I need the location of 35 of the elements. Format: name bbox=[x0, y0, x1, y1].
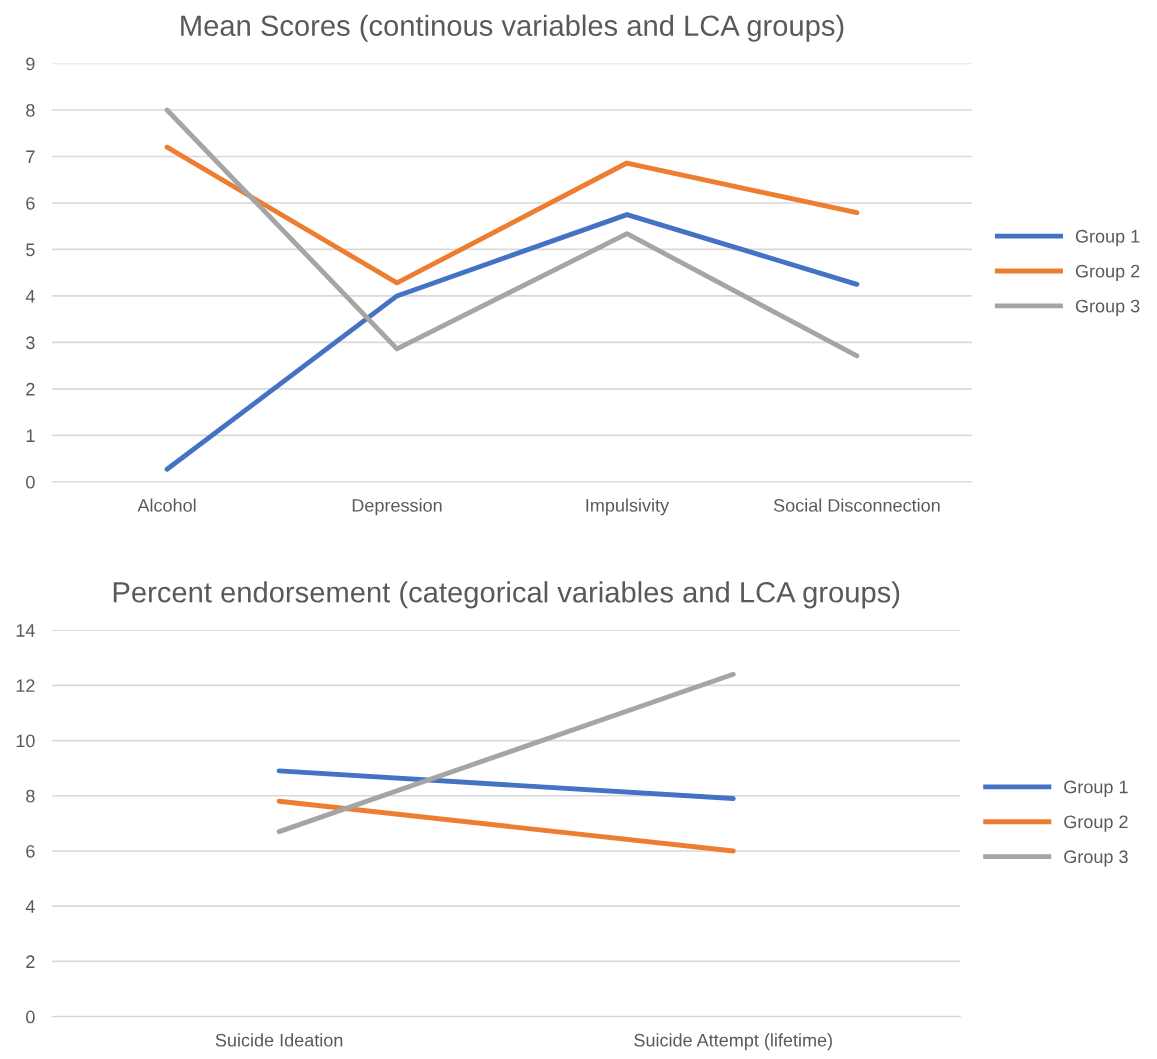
x-tick-label: Depression bbox=[352, 498, 442, 516]
y-tick-label: 6 bbox=[26, 844, 35, 858]
legend-label: Group 2 bbox=[1075, 264, 1140, 282]
legend-label: Group 3 bbox=[1075, 299, 1140, 316]
y-tick-label: 10 bbox=[16, 734, 35, 748]
y-tick-label: 12 bbox=[16, 679, 35, 692]
y-tick-label: 8 bbox=[26, 103, 35, 117]
y-tick-label: 2 bbox=[26, 382, 35, 396]
y-tick-label: 5 bbox=[26, 243, 35, 257]
chart-title: Mean Scores (continous variables and LCA groups) bbox=[181, 14, 844, 42]
x-tick-label: Impulsivity bbox=[586, 498, 670, 516]
x-tick-label: Social Disconnection bbox=[773, 498, 940, 512]
y-tick-label: 0 bbox=[26, 475, 35, 489]
y-tick-label: 9 bbox=[26, 57, 35, 71]
line-series bbox=[164, 144, 860, 286]
y-tick-label: 0 bbox=[26, 1010, 35, 1024]
y-tick-label: 6 bbox=[26, 196, 35, 210]
y-tick-label: 2 bbox=[26, 955, 35, 968]
legend-label: Group 3 bbox=[1064, 850, 1128, 867]
legend-label: Group 2 bbox=[1064, 815, 1128, 832]
line-series bbox=[164, 107, 860, 359]
y-tick-label: 1 bbox=[26, 429, 35, 442]
x-tick-label: Suicide Ideation bbox=[215, 1033, 343, 1047]
y-tick-label: 4 bbox=[25, 900, 35, 913]
x-tick-label: Alcohol bbox=[137, 498, 196, 512]
y-tick-label: 8 bbox=[26, 789, 35, 803]
y-tick-label: 3 bbox=[26, 336, 35, 350]
legend-label: Group 1 bbox=[1064, 780, 1128, 797]
legend-label: Group 1 bbox=[1075, 229, 1140, 247]
x-tick-label: Suicide Attempt (lifetime) bbox=[634, 1033, 832, 1051]
chart-title: Percent endorsement (categorical variables and LCA groups) bbox=[113, 581, 900, 609]
y-tick-label: 14 bbox=[16, 624, 35, 637]
line-series bbox=[164, 212, 860, 472]
y-tick-label: 4 bbox=[25, 290, 35, 303]
y-tick-label: 7 bbox=[26, 150, 35, 164]
